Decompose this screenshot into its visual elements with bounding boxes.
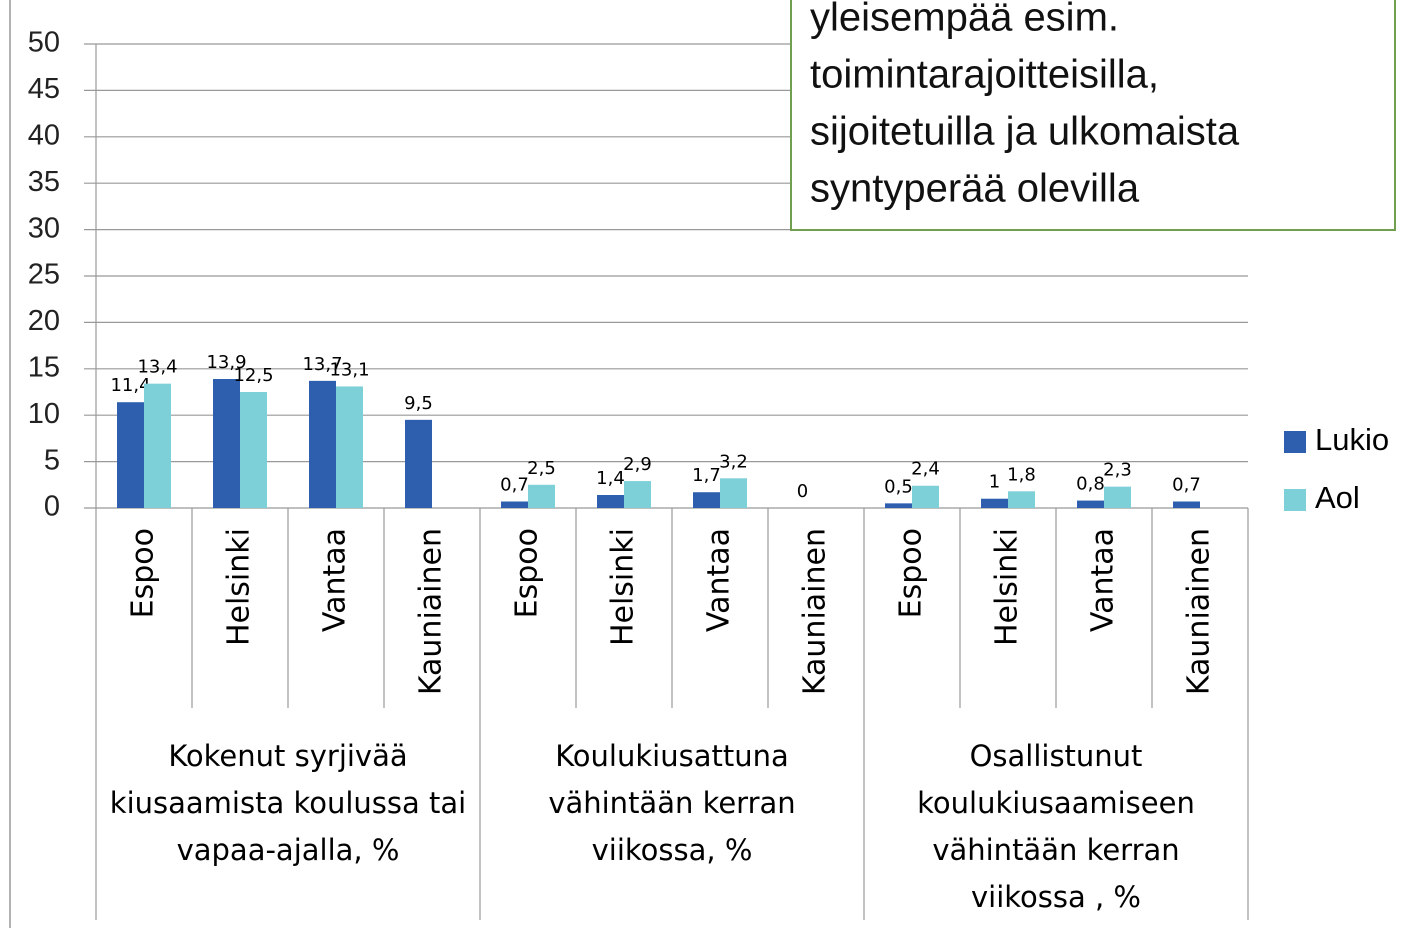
value-label: 1,4 — [596, 468, 625, 489]
annotation-text: yleisempää esim. — [810, 0, 1119, 40]
x-tick-label: Vantaa — [1086, 528, 1121, 632]
x-tick-label: Kauniainen — [414, 528, 449, 695]
value-label: 2,9 — [623, 454, 652, 475]
annotation-text: syntyperää olevilla — [810, 167, 1140, 211]
value-label: 12,5 — [233, 365, 273, 386]
group-label: Koulukiusattuna — [555, 739, 789, 773]
bar — [117, 402, 144, 508]
value-label: 13,7 — [302, 354, 342, 375]
value-label: 11,4 — [110, 375, 150, 396]
group-label: vapaa-ajalla, % — [177, 833, 400, 867]
bar — [144, 383, 171, 508]
bar — [309, 380, 336, 508]
y-tick-label: 0 — [44, 491, 60, 523]
bar — [501, 501, 528, 508]
value-label: 1,7 — [692, 465, 721, 486]
bar — [885, 503, 912, 508]
value-label: 3,2 — [719, 451, 748, 472]
value-label: 2,3 — [1103, 460, 1132, 481]
group-label: kiusaamista koulussa tai — [110, 786, 466, 820]
x-tick-label: Espoo — [126, 528, 161, 618]
value-label: 0,7 — [500, 475, 529, 496]
x-tick-label: Vantaa — [702, 528, 737, 632]
bar — [336, 386, 363, 508]
x-tick-label: Espoo — [510, 528, 545, 618]
bar — [1008, 491, 1035, 508]
y-tick-label: 30 — [28, 212, 60, 244]
x-tick-label: Helsinki — [990, 528, 1025, 646]
y-tick-label: 45 — [28, 73, 60, 105]
group-label: Osallistunut — [970, 739, 1143, 773]
annotation-box — [790, 0, 1396, 231]
bar — [912, 485, 939, 508]
y-tick-label: 35 — [28, 166, 60, 198]
y-tick-label: 40 — [28, 119, 60, 151]
bar — [240, 392, 267, 508]
value-label: 9,5 — [404, 393, 433, 414]
bar — [213, 379, 240, 508]
bar — [720, 478, 747, 508]
x-tick-label: Kauniainen — [1182, 528, 1217, 695]
group-label: vähintään kerran — [932, 833, 1179, 867]
legend-swatch — [1284, 489, 1306, 511]
value-label: 13,4 — [137, 357, 177, 378]
value-label: 13,9 — [206, 352, 246, 373]
bar — [693, 492, 720, 508]
y-tick-label: 10 — [28, 398, 60, 430]
y-tick-label: 5 — [44, 444, 60, 476]
x-tick-label: Helsinki — [222, 528, 257, 646]
y-tick-label: 25 — [28, 259, 60, 291]
legend-swatch — [1284, 431, 1306, 453]
y-tick-label: 50 — [28, 27, 60, 59]
group-label: viikossa, % — [592, 833, 753, 867]
value-label: 0,5 — [884, 476, 913, 497]
value-label: 0 — [797, 481, 808, 502]
legend-label: Lukio — [1315, 422, 1389, 457]
x-tick-label: Helsinki — [606, 528, 641, 646]
y-tick-label: 15 — [28, 351, 60, 383]
y-tick-label: 20 — [28, 305, 60, 337]
group-label: koulukiusaamiseen — [917, 786, 1195, 820]
bar — [624, 481, 651, 508]
annotation-text: toimintarajoitteisilla, — [810, 53, 1159, 97]
value-label: 2,4 — [911, 459, 940, 480]
x-tick-label: Vantaa — [318, 528, 353, 632]
bar — [1077, 500, 1104, 508]
bar — [597, 495, 624, 508]
bar — [405, 419, 432, 508]
bar — [528, 484, 555, 508]
value-label: 1 — [989, 472, 1000, 493]
x-tick-label: Espoo — [894, 528, 929, 618]
annotation-text: sijoitetuilla ja ulkomaista — [810, 110, 1240, 154]
bar — [1104, 486, 1131, 508]
value-label: 1,8 — [1007, 464, 1036, 485]
value-label: 0,8 — [1076, 474, 1105, 495]
bar — [1173, 501, 1200, 508]
value-label: 2,5 — [527, 458, 556, 479]
group-label: Kokenut syrjivää — [168, 739, 407, 773]
bar — [981, 498, 1008, 508]
value-label: 13,1 — [329, 359, 369, 380]
group-label: vähintään kerran — [548, 786, 795, 820]
group-label: viikossa , % — [971, 880, 1141, 914]
x-tick-label: Kauniainen — [798, 528, 833, 695]
value-label: 0,7 — [1172, 475, 1201, 496]
legend-label: Aol — [1315, 480, 1360, 515]
